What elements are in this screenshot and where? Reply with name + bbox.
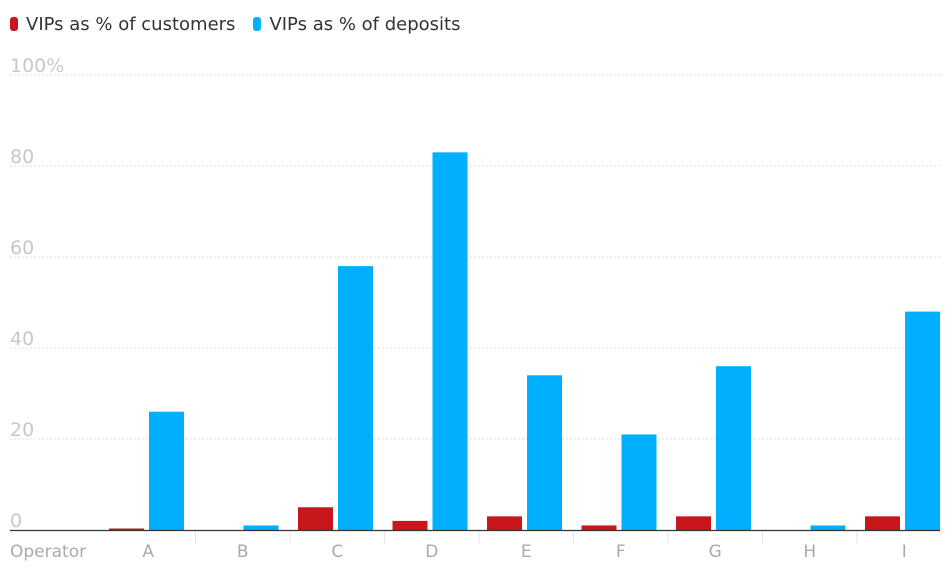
legend-swatch-deposits	[253, 17, 262, 31]
x-tick-label-E: E	[521, 542, 532, 562]
x-tick-label-F: F	[616, 542, 626, 562]
bar-customers-D	[392, 520, 428, 530]
bar-deposits-F	[621, 434, 657, 530]
bar-customers-G	[676, 516, 711, 530]
gridlines	[10, 74, 940, 440]
y-tick-label-0: 0	[10, 510, 22, 532]
bar-deposits-A	[149, 411, 184, 530]
x-tick-label-G: G	[709, 542, 722, 562]
y-axis-ticks: 0 20 40 60 80 100%	[10, 55, 64, 532]
x-tick-label-B: B	[237, 542, 249, 562]
bar-customers-E	[487, 516, 522, 530]
x-tick-label-A: A	[142, 542, 154, 562]
legend-item-deposits[interactable]: VIPs as % of deposits	[253, 14, 460, 35]
bar-deposits-I	[905, 311, 940, 530]
bars	[109, 152, 940, 530]
bar-customers-I	[865, 516, 900, 530]
y-tick-label-40: 40	[10, 328, 34, 350]
legend: VIPs as % of customers VIPs as % of depo…	[10, 11, 478, 37]
y-tick-label-100: 100%	[10, 55, 64, 77]
legend-swatch-customers	[10, 17, 18, 31]
bar-deposits-D	[432, 152, 468, 530]
x-axis	[10, 529, 940, 544]
x-tick-label-H: H	[803, 542, 816, 562]
y-tick-label-60: 60	[10, 237, 34, 259]
x-axis-label: Operator	[10, 542, 86, 562]
bar-customers-C	[298, 507, 333, 530]
legend-label-customers: VIPs as % of customers	[26, 13, 236, 35]
bar-deposits-B	[243, 525, 279, 530]
bar-deposits-G	[716, 366, 751, 530]
bar-customers-F	[581, 525, 617, 530]
y-tick-label-80: 80	[10, 146, 34, 168]
bar-deposits-H	[810, 525, 846, 530]
bar-deposits-E	[527, 375, 562, 530]
x-axis-labels: Operator A B C D E F G H I	[10, 542, 907, 562]
x-tick-label-I: I	[902, 542, 907, 562]
y-tick-label-20: 20	[10, 419, 34, 441]
legend-item-customers[interactable]: VIPs as % of customers	[10, 14, 235, 35]
bar-customers-A	[109, 528, 144, 530]
legend-label-deposits: VIPs as % of deposits	[269, 13, 461, 35]
bar-deposits-C	[338, 266, 373, 530]
x-tick-label-D: D	[425, 542, 438, 562]
x-tick-label-C: C	[331, 542, 343, 562]
